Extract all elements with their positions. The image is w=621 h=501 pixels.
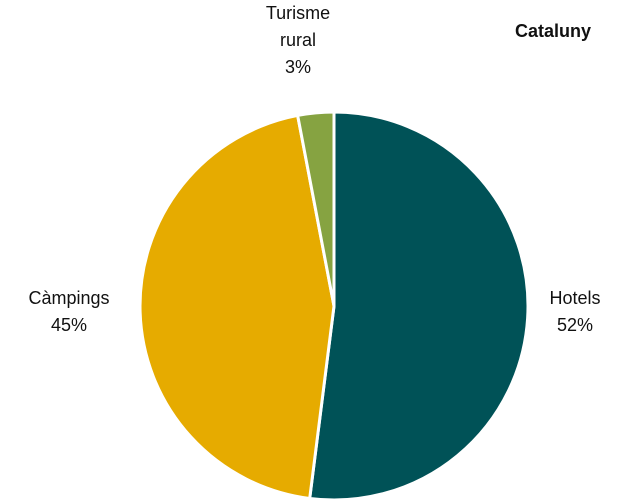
slice-label-line: 3% <box>285 57 311 77</box>
slice-label-line: 52% <box>557 315 593 335</box>
slice-label-line: rural <box>280 30 316 50</box>
slice-label-hotels: Hotels 52% <box>549 288 600 335</box>
chart-title: Cataluny <box>515 21 591 41</box>
pie-slice-turisme-rural <box>296 110 336 308</box>
slice-label-turisme-rural: Turisme rural 3% <box>266 3 330 77</box>
pie-labels: Hotels 52% Càmpings 45% Turisme rural 3% <box>28 3 600 335</box>
slice-label-c-mpings: Càmpings 45% <box>28 288 109 335</box>
pie-slices <box>138 110 530 501</box>
pie-slice-hotels <box>308 110 530 501</box>
slice-label-line: Hotels <box>549 288 600 308</box>
slice-label-line: Turisme <box>266 3 330 23</box>
pie-slice-c-mpings <box>138 113 336 500</box>
slice-label-line: 45% <box>51 315 87 335</box>
slice-label-line: Càmpings <box>28 288 109 308</box>
